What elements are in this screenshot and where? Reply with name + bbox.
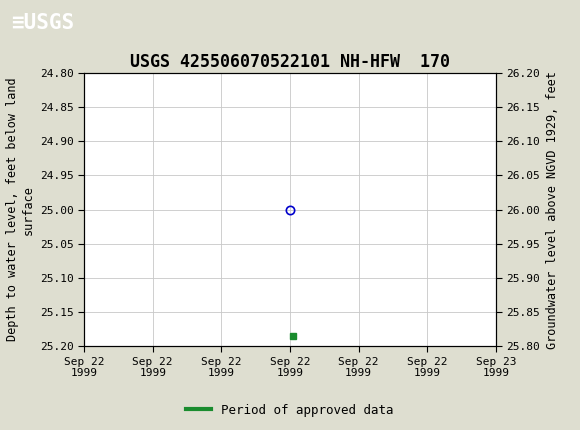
Text: USGS 425506070522101 NH-HFW  170: USGS 425506070522101 NH-HFW 170 <box>130 53 450 71</box>
Text: ≡USGS: ≡USGS <box>12 12 75 33</box>
Y-axis label: Depth to water level, feet below land
surface: Depth to water level, feet below land su… <box>6 78 34 341</box>
Legend: Period of approved data: Period of approved data <box>181 399 399 421</box>
Y-axis label: Groundwater level above NGVD 1929, feet: Groundwater level above NGVD 1929, feet <box>546 71 559 349</box>
